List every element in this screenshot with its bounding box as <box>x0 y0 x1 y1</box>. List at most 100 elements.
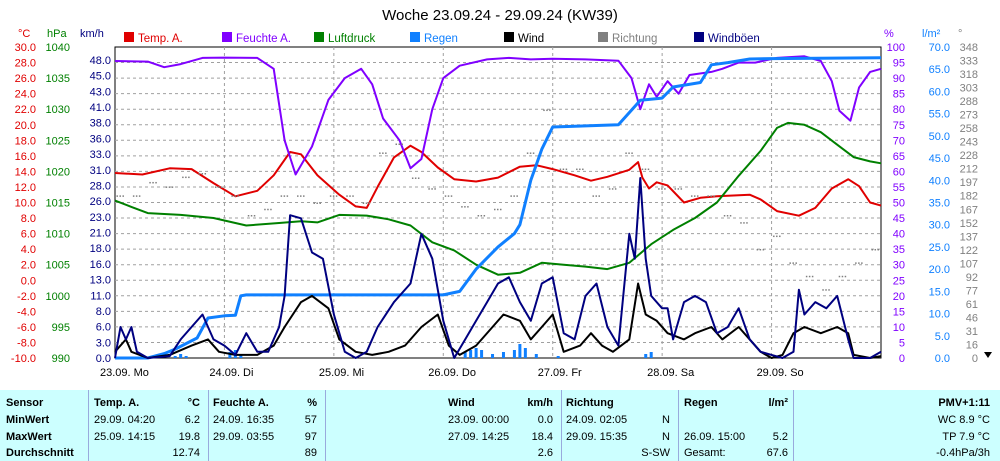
direction-point <box>414 177 417 179</box>
direction-point <box>461 206 463 208</box>
direction-point <box>729 215 732 217</box>
rain-unit-label: l/m² <box>922 28 941 40</box>
wind-tick-label: 26.0 <box>90 196 111 208</box>
direction-point <box>877 248 880 251</box>
direction-point <box>546 109 548 112</box>
pressure-tick-label: 1035 <box>46 73 70 85</box>
direction-point <box>152 181 154 184</box>
direction-point <box>220 186 223 188</box>
rain-bar <box>649 352 653 358</box>
rain-tick-label: 25.0 <box>929 242 950 254</box>
legend-label: Temp. A. <box>138 33 183 45</box>
pmv-wc: WC 8.9 °C <box>937 414 990 426</box>
direction-point <box>250 215 253 217</box>
rain-bar <box>518 344 522 358</box>
direction-point <box>494 208 496 211</box>
direction-tick-label: 46 <box>966 312 978 324</box>
row-maxwert: MaxWert <box>6 431 52 443</box>
direction-point <box>582 168 584 171</box>
direction-point <box>713 195 715 197</box>
wind-tick-label: 36.0 <box>90 133 111 145</box>
direction-tick-label: 0 <box>972 353 978 365</box>
direction-point <box>664 188 666 190</box>
temp-tick-label: -8.0 <box>17 337 36 349</box>
rain-tick-label: 15.0 <box>929 286 950 298</box>
legend-swatch <box>410 32 420 42</box>
direction-point <box>559 168 562 171</box>
direction-point <box>303 195 305 197</box>
direction-tick-label: 122 <box>960 245 978 257</box>
rain-tick-label: 60.0 <box>929 86 950 98</box>
wind-tick-label: 11.0 <box>90 290 111 302</box>
direction-point <box>549 109 551 112</box>
humidity-tick-label: 50 <box>893 198 905 210</box>
direction-point <box>171 186 174 188</box>
direction-point <box>365 202 368 204</box>
direction-tick-label: 197 <box>960 177 978 189</box>
direction-point <box>234 195 236 197</box>
temp-tick-label: -2.0 <box>17 291 36 303</box>
legend-label: Feuchte A. <box>236 33 291 45</box>
legend-label: Richtung <box>612 33 657 45</box>
direction-point <box>477 215 480 217</box>
direction-point <box>592 195 594 197</box>
direction-point <box>116 195 118 197</box>
direction-point <box>155 181 157 184</box>
pmv-trend: -0.4hPa/3h <box>936 447 990 459</box>
direction-point <box>185 176 187 179</box>
regen-max-val: 5.2 <box>772 431 788 443</box>
direction-point <box>773 235 775 238</box>
direction-point <box>641 168 644 171</box>
richtung-max-time: 29.09. 15:35 <box>566 431 628 443</box>
direction-point <box>861 262 863 264</box>
direction-point <box>759 248 762 251</box>
direction-point <box>253 215 256 217</box>
wind-max-time: 27.09. 14:25 <box>448 431 510 443</box>
wind-tick-label: 33.0 <box>90 149 111 161</box>
regen-header: Regen <box>684 397 718 409</box>
temp-avg: 12.74 <box>172 447 200 459</box>
day-label: 26.09. Do <box>428 367 476 379</box>
temp-max-val: 19.8 <box>178 431 200 443</box>
richtung-header: Richtung <box>566 397 614 409</box>
direction-point <box>280 195 283 197</box>
day-label: 27.09. Fr <box>538 367 582 379</box>
axis-pressure: 1040 1035 1030 1025 1020 1015 1010 1005 1000 995 9… <box>46 42 70 365</box>
wind-tick-label: 18.0 <box>90 243 111 255</box>
series-line-wind <box>114 282 882 359</box>
direction-point <box>743 222 745 224</box>
direction-point <box>168 186 171 188</box>
rain-tick-label: 45.0 <box>929 153 950 165</box>
direction-point <box>346 195 348 197</box>
direction-point <box>297 195 299 197</box>
temp-tick-label: 6.0 <box>21 229 36 241</box>
direction-point <box>628 152 630 154</box>
humidity-tick-label: 10 <box>893 322 905 334</box>
direction-point <box>428 188 430 190</box>
series-line-temp-a <box>114 144 882 217</box>
direction-point <box>231 195 233 197</box>
axis-rain: 70.0 65.0 60.0 55.0 50.0 45.0 40.0 35.0 30.0 25.0… <box>929 42 950 365</box>
pressure-tick-label: 990 <box>52 353 70 365</box>
feuchte-min-val: 57 <box>304 414 317 426</box>
scroll-arrow-icon[interactable] <box>984 352 992 358</box>
pressure-tick-label: 1015 <box>46 198 70 210</box>
rain-tick-label: 70.0 <box>929 42 950 54</box>
wind-tick-label: 0.0 <box>96 353 111 365</box>
stats-panel: Sensor MinWert MaxWert Durchschnitt Temp… <box>0 390 1000 461</box>
temp-min-time: 29.09. 04:20 <box>94 414 156 426</box>
legend-swatch <box>222 32 232 42</box>
legend-label: Luftdruck <box>328 33 376 45</box>
direction-point <box>122 195 124 197</box>
rain-bar <box>491 354 495 358</box>
wind-tick-label: 23.0 <box>90 212 111 224</box>
direction-point <box>270 208 272 211</box>
weather-chart: Woche 23.09.24 - 29.09.24 (KW39) Temp. A… <box>11 7 992 379</box>
direction-point <box>789 262 791 264</box>
temp-tick-label: 20.0 <box>15 120 36 132</box>
regen-max-time: 26.09. 15:00 <box>684 431 746 443</box>
direction-point <box>497 208 499 211</box>
legend-swatch <box>124 32 134 42</box>
direction-point <box>795 262 797 264</box>
